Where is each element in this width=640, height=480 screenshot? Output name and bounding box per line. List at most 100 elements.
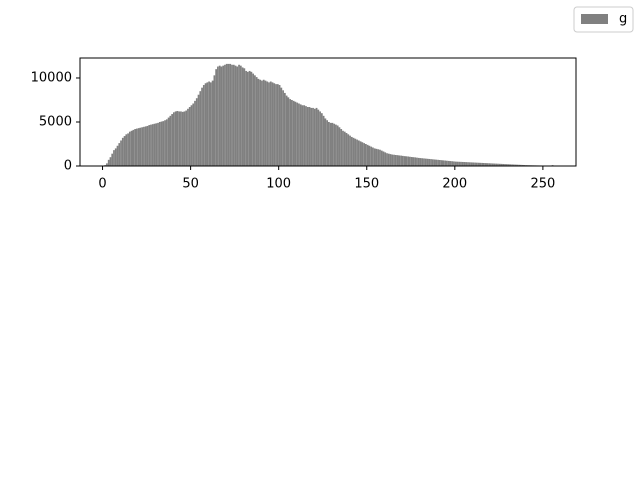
bar (305, 106, 307, 166)
bar (324, 118, 327, 166)
x-tick-label: 0 (98, 177, 106, 192)
bar (458, 161, 461, 166)
bar (361, 142, 364, 166)
bar (199, 91, 202, 166)
bar (424, 158, 427, 166)
bar (171, 114, 173, 166)
bar (343, 131, 346, 166)
bar (319, 111, 321, 166)
bar (181, 111, 184, 166)
bar (456, 161, 459, 166)
bar (518, 164, 520, 166)
bar (382, 151, 385, 166)
bar (125, 134, 128, 166)
bar (491, 163, 494, 166)
bar (509, 164, 512, 166)
bar (139, 127, 142, 166)
bar (488, 163, 491, 166)
bar (446, 160, 448, 166)
bar (180, 111, 182, 166)
bar (264, 80, 267, 166)
bar (160, 121, 163, 166)
bar (194, 100, 196, 166)
bar (183, 111, 186, 166)
bar (426, 158, 429, 166)
bar (134, 129, 137, 166)
bar (243, 68, 246, 166)
bar (187, 108, 189, 166)
bar (127, 133, 129, 166)
bar (162, 121, 165, 166)
bar (217, 66, 219, 166)
bar (224, 64, 226, 166)
bar (238, 64, 240, 166)
bar (317, 109, 320, 166)
bar (155, 123, 158, 166)
bar (335, 124, 337, 166)
bar (463, 162, 466, 166)
bar (109, 157, 112, 166)
bar (176, 110, 179, 166)
bar (444, 160, 447, 166)
bar (372, 147, 374, 166)
bar (498, 163, 501, 166)
bar (283, 92, 286, 166)
bar (364, 143, 367, 166)
y-tick-label: 0 (64, 159, 72, 174)
bar (451, 161, 454, 166)
bar (393, 154, 395, 166)
bar (296, 102, 299, 166)
axes-frame (79, 57, 577, 167)
bar (239, 65, 242, 166)
bar (386, 153, 388, 166)
bar (222, 65, 225, 166)
bar (254, 75, 256, 166)
bar (208, 81, 210, 166)
bar (416, 157, 418, 166)
bar (294, 101, 297, 166)
bar (211, 80, 214, 166)
bar (331, 122, 334, 166)
bar (178, 111, 181, 166)
bar (440, 160, 443, 166)
bar (173, 112, 175, 166)
bar (470, 162, 473, 166)
bar (273, 83, 276, 166)
bar (197, 94, 200, 166)
bar (359, 141, 362, 166)
bar (306, 107, 309, 166)
bar (227, 63, 230, 167)
bar (347, 134, 350, 166)
bar (146, 125, 149, 166)
bar (123, 136, 126, 166)
bar (113, 150, 115, 166)
bar (252, 73, 255, 166)
bar (261, 80, 263, 166)
bar (475, 162, 478, 166)
bar (231, 64, 233, 166)
bar (120, 140, 122, 166)
plot-area (104, 63, 554, 167)
bar (188, 107, 191, 166)
bar (377, 149, 380, 166)
bar (380, 150, 383, 166)
bar (340, 129, 343, 166)
bar (225, 63, 228, 167)
bar (271, 82, 274, 166)
bar (472, 162, 475, 166)
bar (169, 115, 172, 166)
bar (136, 128, 138, 166)
bar (218, 65, 221, 166)
bar (128, 131, 131, 166)
bar (229, 63, 232, 167)
bar (201, 87, 203, 166)
bar (352, 137, 355, 166)
bar (405, 156, 408, 166)
bar (430, 159, 432, 166)
bar (449, 161, 452, 166)
bar (370, 146, 373, 166)
bar (266, 81, 269, 166)
bar (495, 163, 498, 166)
